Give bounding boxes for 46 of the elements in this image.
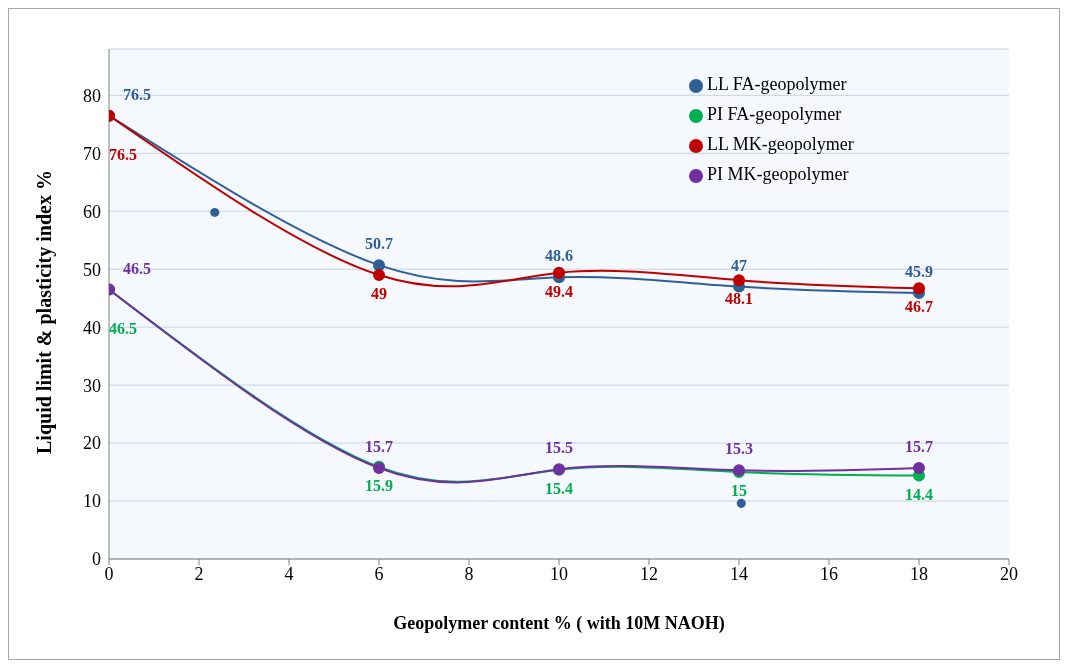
y-tick-label: 40 [83,317,101,338]
data-label: 15.7 [905,438,933,456]
data-label: 14.4 [905,485,933,503]
data-label: 15.9 [365,476,393,494]
data-label: 46.5 [109,319,137,337]
y-tick-label: 10 [83,491,101,512]
y-tick-label: 50 [83,259,101,280]
y-tick-label: 0 [92,549,101,570]
legend-label: LL MK-geopolymer [707,134,854,154]
x-tick-label: 20 [1000,563,1018,584]
data-label: 76.5 [123,85,151,103]
x-tick-label: 18 [910,563,928,584]
y-tick-label: 20 [83,433,101,454]
x-tick-label: 6 [374,563,384,584]
data-label: 15.5 [545,439,573,457]
x-tick-label: 16 [820,563,838,584]
x-tick-label: 2 [194,563,204,584]
data-label: 50.7 [365,235,393,253]
data-label: 15 [731,482,747,500]
x-tick-label: 10 [550,563,568,584]
data-label: 46.7 [905,298,933,316]
data-label: 15.3 [725,440,753,458]
y-axis-title: Liquid limit & plasticity index % [33,170,57,454]
x-tick-label: 14 [730,563,748,584]
x-tick-label: 0 [104,563,114,584]
data-label: 46.5 [123,259,151,277]
data-label: 48.1 [725,290,753,308]
data-label: 15.7 [365,438,393,456]
y-tick-label: 70 [83,143,101,164]
legend-label: LL FA-geopolymer [707,74,847,94]
legend-label: PI FA-geopolymer [707,104,842,124]
data-label: 48.6 [545,247,573,265]
data-label: 47 [731,256,747,274]
data-label: 49.4 [545,282,573,300]
x-tick-label: 8 [464,563,474,584]
y-tick-label: 60 [83,201,101,222]
legend-label: PI MK-geopolymer [707,164,849,184]
x-tick-label: 4 [284,563,294,584]
x-tick-label: 12 [640,563,658,584]
y-tick-label: 80 [83,85,101,106]
data-label: 45.9 [905,262,933,280]
data-label: 15.4 [545,479,573,497]
x-axis-title: Geopolymer content % ( with 10M NAOH) [393,613,725,634]
data-label: 76.5 [109,145,137,163]
y-tick-label: 30 [83,375,101,396]
data-label: 49 [371,285,387,303]
